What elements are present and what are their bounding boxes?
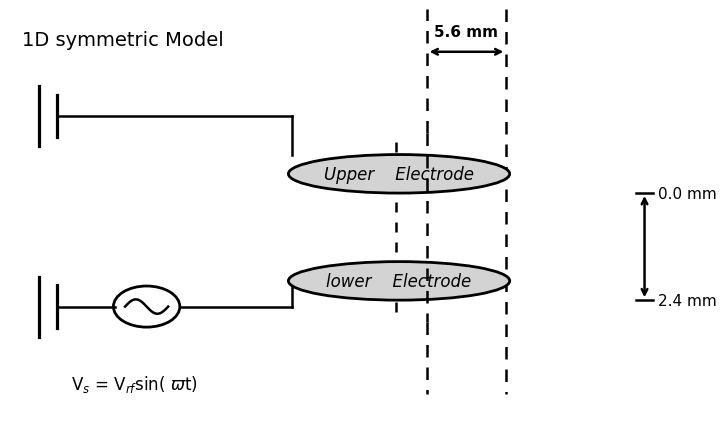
Ellipse shape xyxy=(289,262,510,301)
Text: 0.0 mm: 0.0 mm xyxy=(658,186,717,201)
Text: 5.6 mm: 5.6 mm xyxy=(434,25,499,40)
Text: V$_s$ = V$_{rf}$sin( $\varpi$t): V$_s$ = V$_{rf}$sin( $\varpi$t) xyxy=(70,374,197,394)
Text: 1D symmetric Model: 1D symmetric Model xyxy=(22,31,224,50)
Text: Upper    Electrode: Upper Electrode xyxy=(324,166,474,183)
Text: lower    Electrode: lower Electrode xyxy=(326,272,472,290)
Text: 2.4 mm: 2.4 mm xyxy=(658,293,717,308)
Ellipse shape xyxy=(289,155,510,194)
